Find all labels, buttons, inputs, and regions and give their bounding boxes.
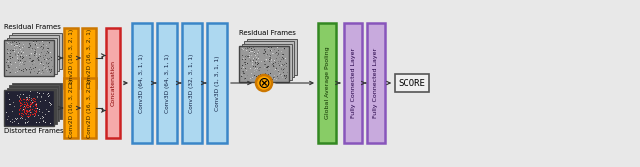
Bar [106,28,120,138]
Bar [6,88,56,124]
Bar [12,33,61,68]
Text: Residual Frames: Residual Frames [4,24,61,30]
Bar [395,74,429,92]
Bar [207,23,227,143]
Bar [246,39,296,74]
Text: Conv3D (64, 3, 1, 1): Conv3D (64, 3, 1, 1) [140,53,145,113]
Circle shape [256,75,272,91]
Text: SCORE: SCORE [399,78,426,88]
Bar [82,78,96,138]
Bar [367,23,385,143]
Bar [157,23,177,143]
Text: Conv2D (16, 3, 2, 1): Conv2D (16, 3, 2, 1) [86,78,92,138]
Text: Conv2D (16, 3, 2, 1): Conv2D (16, 3, 2, 1) [68,28,74,88]
Text: Global Average Pooling: Global Average Pooling [324,47,330,119]
Text: Residual Frames: Residual Frames [239,30,296,36]
Bar [64,78,78,138]
Text: Conv3D (1, 3, 1, 1): Conv3D (1, 3, 1, 1) [214,55,220,111]
Bar [241,43,291,79]
Bar [344,23,362,143]
Bar [82,28,96,88]
Bar [4,90,54,126]
Text: Conv3D (32, 3, 1, 1): Conv3D (32, 3, 1, 1) [189,53,195,113]
Text: Fully Connected Layer: Fully Connected Layer [351,48,355,118]
Bar [244,41,294,77]
Bar [6,38,56,73]
Bar [9,85,59,121]
Text: Conv2D (16, 3, 2, 1): Conv2D (16, 3, 2, 1) [68,78,74,138]
Text: Fully Connected Layer: Fully Connected Layer [374,48,378,118]
Text: Conv2D (16, 3, 2, 1): Conv2D (16, 3, 2, 1) [86,28,92,88]
Bar [318,23,336,143]
Text: Distorted Frames: Distorted Frames [4,128,63,134]
Bar [4,40,54,76]
Bar [239,46,289,82]
Text: Concatenation: Concatenation [111,60,115,106]
Text: Conv3D (64, 3, 1, 1): Conv3D (64, 3, 1, 1) [164,53,170,113]
Bar [64,28,78,88]
Bar [12,82,61,119]
Bar [9,35,59,71]
Text: $\otimes$: $\otimes$ [257,75,271,91]
Bar [182,23,202,143]
Bar [132,23,152,143]
